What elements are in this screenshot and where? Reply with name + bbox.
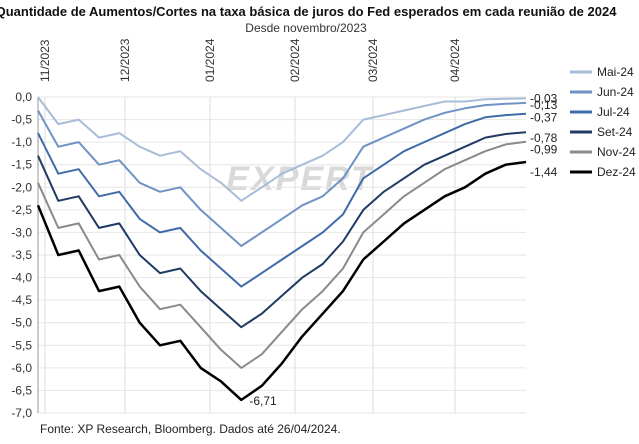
legend-label: Dez-24 [597,165,636,179]
end-value-label: -1,44 [530,165,558,179]
y-tick-label: -5,5 [11,338,32,352]
y-axis: 0,0 -0,5 -1,0 -1,5 -2,0 -2,5 -3,0 -3,5 -4,0 -4,5 -… [11,90,39,420]
series-lines [36,96,527,402]
y-tick-label: -2,5 [11,203,32,217]
x-tick-label: 01/2024 [203,38,217,82]
series-line-jun-24 [37,101,527,247]
x-tick-label: 04/2024 [448,38,462,82]
legend-label: Nov-24 [597,145,636,159]
y-tick-label: -2,0 [11,180,32,194]
y-tick-label: -5,0 [11,316,32,330]
end-value-label: -0,03 [530,91,558,105]
legend-label: Mai-24 [597,65,634,79]
x-tick-label: 03/2024 [366,38,380,82]
legend-label: Jul-24 [597,105,630,119]
x-tick-label: 02/2024 [288,38,302,82]
end-value-label: -0,78 [530,131,558,145]
source-note: Fonte: XP Research, Bloomberg. Dados até… [40,422,341,436]
y-tick-label: -3,5 [11,248,32,262]
x-tick-label: 11/2023 [38,39,52,82]
end-value-label: -0,13 [530,98,558,112]
y-tick-label: -6,0 [11,361,32,375]
min-annotation: -6,71 [249,394,277,408]
series-line-set-24 [37,131,527,329]
end-value-label: -0,37 [530,111,558,125]
chart-subtitle: Desde novembro/2023 [245,21,367,35]
x-axis: 11/2023 12/2023 01/2024 02/2024 03/2024 04/20… [38,38,462,413]
y-tick-label: -3,0 [11,225,32,239]
series-line-mai-24 [37,96,527,202]
y-tick-label: -4,5 [11,293,32,307]
y-tick-label: -4,0 [11,271,32,285]
end-value-label: -0,99 [530,143,558,157]
legend: Mai-24 Jun-24 Jul-24 Set-24 Nov-24 Dez-24 [570,65,636,179]
chart-title: Quantidade de Aumentos/Cortes na taxa bá… [0,4,617,19]
series-line-dez-24 [36,160,527,402]
y-tick-label: -7,0 [11,406,32,420]
y-tick-label: -1,0 [11,135,32,149]
x-tick-label: 12/2023 [118,38,132,82]
y-tick-label: -0,5 [11,113,32,127]
y-tick-label: -1,5 [11,158,32,172]
legend-label: Jun-24 [597,85,634,99]
y-gridlines [38,96,526,414]
y-tick-label: 0,0 [15,90,32,104]
y-tick-label: -6,5 [11,383,32,397]
series-line-nov-24 [37,140,527,369]
series-line-jul-24 [37,112,527,288]
legend-label: Set-24 [597,125,633,139]
series-end-labels: -0,03-0,13-0,37 -0,78-0,99 -1,44 [530,91,558,179]
